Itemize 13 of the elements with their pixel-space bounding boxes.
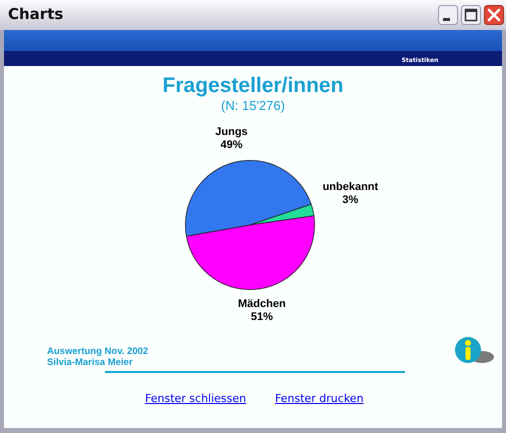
text: Silvia-Marisa Meier [47, 357, 133, 368]
data-label: 51% [250, 311, 274, 324]
text: Charts [8, 5, 64, 23]
text: Fenster drucken [275, 392, 364, 405]
chart-subtitle: (N: 15'276) [220, 98, 286, 113]
slice-label: Jungs [215, 126, 248, 138]
data-label: 49% [220, 139, 243, 152]
data-label: 3% [342, 194, 359, 206]
chart-title: Fragesteller/innen [162, 74, 344, 98]
text: Auswertung Nov. 2002 [47, 346, 148, 357]
slice-label: Mädchen [238, 298, 286, 310]
slice-label: unbekannt [322, 181, 379, 194]
text: Fenster schliessen [145, 392, 246, 405]
